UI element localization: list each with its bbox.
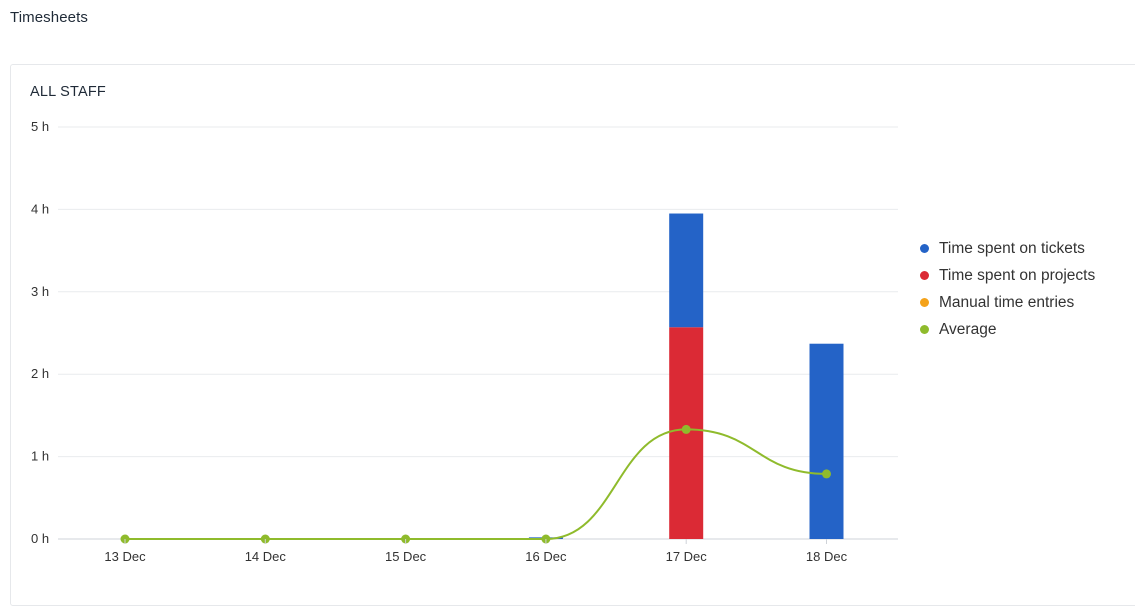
legend-item[interactable]: Manual time entries [920, 289, 1095, 316]
x-tick-label: 16 Dec [525, 549, 567, 564]
legend-dot-icon [920, 271, 929, 280]
legend-dot-icon [920, 325, 929, 334]
y-tick-label: 3 h [31, 284, 49, 299]
average-point [822, 469, 831, 479]
timesheet-chart: 0 h 1 h 2 h 3 h 4 h 5 h 13 Dec 14 Dec 15 Dec 16 D… [31, 119, 898, 564]
x-tick-label: 13 Dec [104, 549, 146, 564]
y-tick-label: 4 h [31, 201, 49, 216]
x-tick-label: 17 Dec [666, 549, 708, 564]
legend-item[interactable]: Time spent on projects [920, 262, 1095, 289]
legend-item[interactable]: Average [920, 316, 1095, 343]
legend-label: Time spent on projects [939, 266, 1096, 284]
card-title: ALL STAFF [30, 84, 106, 100]
x-tick-label: 15 Dec [385, 549, 427, 564]
legend-dot-icon [920, 298, 929, 307]
x-tick-label: 14 Dec [245, 549, 287, 564]
y-tick-label: 1 h [31, 449, 49, 464]
legend-item[interactable]: Time spent on tickets [920, 235, 1095, 262]
legend-label: Time spent on tickets [939, 239, 1085, 257]
bar-time-spent-on-tickets [669, 213, 704, 328]
bar-time-spent-on-tickets [809, 343, 844, 539]
average-point [681, 424, 691, 434]
y-tick-label: 0 h [31, 531, 49, 546]
legend-dot-icon [920, 244, 929, 253]
page-title: Timesheets [10, 9, 88, 26]
legend-label: Average [939, 320, 997, 338]
y-tick-label: 5 h [31, 119, 49, 134]
chart-legend: Time spent on tickets Time spent on proje… [920, 235, 1095, 343]
y-tick-label: 2 h [31, 366, 49, 381]
legend-label: Manual time entries [939, 293, 1075, 311]
x-tick-label: 18 Dec [806, 549, 848, 564]
average-line [124, 428, 827, 541]
